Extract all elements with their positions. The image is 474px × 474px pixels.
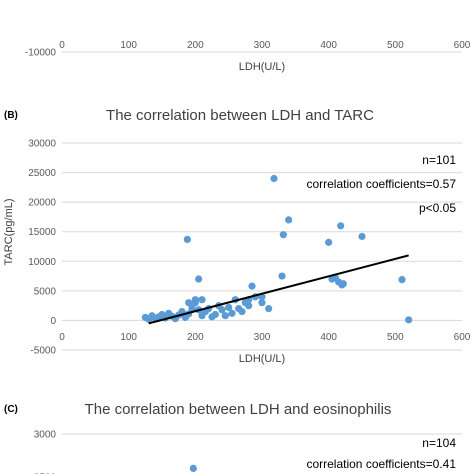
panel-c: (C) The correlation between LDH and eosi… [4, 401, 462, 474]
y-tick-label: 3000 [34, 430, 57, 441]
x-tick-label: 400 [320, 332, 337, 343]
data-point [405, 316, 413, 324]
y-tick-label: 25000 [28, 168, 56, 179]
data-point [198, 296, 206, 304]
data-point [183, 235, 191, 244]
data-point [221, 312, 229, 320]
x-tick-label: 100 [120, 40, 137, 51]
panel-c-label: (C) [4, 404, 18, 415]
panel-b-annotation-p: p<0.05 [419, 201, 456, 215]
panel-b-y-ticks: -5000 0 5000 10000 15000 20000 25000 30000 [28, 139, 56, 357]
panel-b: (B) The correlation between LDH and TARC… [3, 107, 471, 365]
data-point [358, 232, 366, 241]
x-tick-label: 0 [59, 332, 65, 343]
y-tick-label: 0 [50, 316, 56, 327]
panel-b-trendline [148, 254, 409, 325]
x-tick-label: 500 [387, 332, 404, 343]
panel-b-y-axis-label: TARC(pg/mL) [3, 198, 15, 265]
x-tick-label: 400 [320, 40, 337, 51]
y-tick-label: 20000 [28, 198, 56, 209]
y-tick-label: -10000 [25, 48, 57, 59]
panel-a-x-axis-label: LDH(U/L) [239, 61, 285, 73]
data-point [188, 305, 196, 313]
panel-b-points [141, 174, 413, 324]
data-point [258, 299, 266, 307]
y-tick-label: 30000 [28, 139, 56, 150]
y-tick-label: 0 [50, 0, 56, 2]
panel-b-annotation-n: n=101 [422, 153, 456, 167]
data-point [191, 296, 199, 304]
panel-b-gridlines [62, 142, 462, 351]
x-tick-label: 300 [254, 40, 271, 51]
panel-b-x-axis-label: LDH(U/L) [239, 353, 285, 365]
panel-a-gridlines [62, 51, 462, 53]
data-point [225, 303, 233, 312]
data-point [185, 299, 193, 307]
panel-b-label: (B) [4, 110, 18, 121]
x-tick-label: 300 [254, 332, 271, 343]
panel-c-annotation-n: n=104 [422, 436, 456, 450]
data-point [211, 310, 219, 319]
x-tick-label: 0 [59, 40, 65, 51]
data-point [245, 302, 253, 310]
panel-a-y-ticks: -10000010000 [25, 0, 57, 59]
y-tick-label: 10000 [28, 257, 56, 268]
panel-b-title: The correlation between LDH and TARC [106, 107, 374, 124]
panel-c-y-ticks: 3000 2500 [34, 430, 57, 474]
y-tick-label: -5000 [30, 346, 56, 357]
y-tick-label: 5000 [34, 286, 57, 297]
x-tick-label: 200 [187, 40, 204, 51]
data-point [339, 280, 347, 288]
data-point [337, 222, 345, 230]
data-point [218, 306, 226, 314]
data-point [270, 174, 278, 183]
y-tick-label: 2500 [34, 473, 57, 474]
x-tick-label: 600 [454, 332, 471, 343]
panel-c-points [189, 464, 197, 472]
data-point [248, 282, 256, 290]
data-point [265, 305, 273, 313]
panel-c-annotation-corr: correlation coefficients=0.41 [306, 457, 456, 471]
x-tick-label: 500 [387, 40, 404, 51]
data-point [278, 272, 286, 280]
data-point [325, 238, 333, 246]
panel-b-x-ticks: 0 100 200 300 400 500 600 [59, 332, 471, 343]
data-point [285, 216, 293, 224]
data-point [398, 276, 406, 284]
data-point [228, 309, 236, 317]
data-point [238, 307, 246, 316]
data-point [195, 275, 203, 283]
panel-c-gridlines [62, 433, 462, 435]
x-tick-label: 100 [120, 332, 137, 343]
data-point [279, 231, 287, 239]
panel-b-annotation-corr: correlation coefficients=0.57 [306, 177, 456, 191]
data-point [189, 464, 197, 472]
panel-c-title: The correlation between LDH and eosinoph… [85, 401, 392, 418]
x-tick-label: 600 [454, 40, 471, 51]
x-tick-label: 200 [187, 332, 204, 343]
panel-a-x-ticks: 0 100 200 300 400 500 600 [59, 40, 471, 51]
y-tick-label: 15000 [28, 227, 56, 238]
